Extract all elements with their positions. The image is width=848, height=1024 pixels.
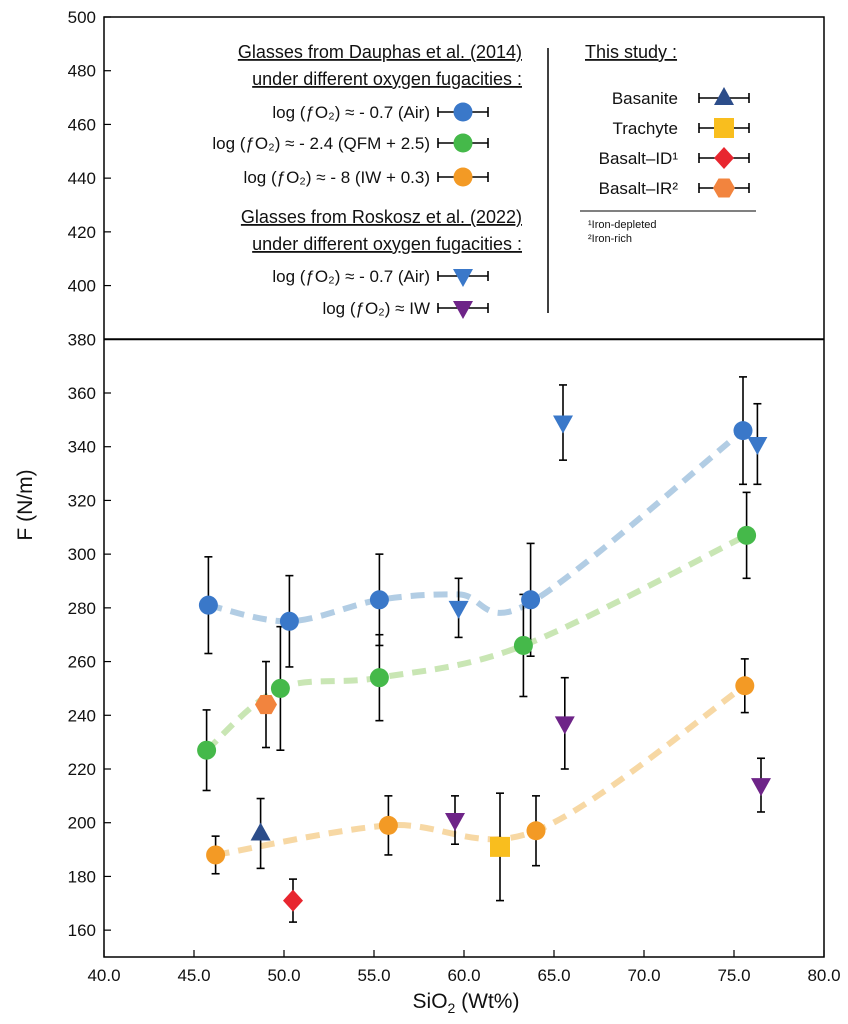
data-point-series-8	[255, 695, 277, 715]
legend-this-study-title: This study :	[585, 42, 677, 62]
data-point-series-1	[270, 678, 290, 698]
y-tick-label: 460	[68, 115, 96, 134]
y-tick-label: 360	[68, 384, 96, 403]
y-tick-label: 500	[68, 8, 96, 27]
legend-marker-series-7	[714, 147, 734, 169]
x-tick-label: 50.0	[267, 966, 300, 985]
data-point-series-0	[733, 421, 753, 441]
data-point-series-1	[369, 668, 389, 688]
data-point-series-2	[526, 821, 546, 841]
legend-series-1-label: log (ƒO₂) ≈ - 2.4 (QFM + 2.5)	[212, 134, 430, 153]
data-point-series-3	[553, 415, 573, 434]
y-tick-label: 340	[68, 438, 96, 457]
legend-series-3-label: log (ƒO₂) ≈ - 0.7 (Air)	[272, 267, 430, 286]
legend-roskosz-title-1: Glasses from Roskosz et al. (2022)	[241, 207, 522, 227]
x-tick-label: 40.0	[87, 966, 120, 985]
legend-marker-series-5	[714, 87, 734, 105]
legend-markers	[437, 87, 750, 319]
data-point-series-1	[197, 740, 217, 760]
y-tick-label: 400	[68, 277, 96, 296]
legend-series-0-label: log (ƒO₂) ≈ - 0.7 (Air)	[272, 103, 430, 122]
data-point-series-0	[279, 611, 299, 631]
data-point-series-7	[283, 889, 303, 912]
data-point-series-6	[490, 836, 510, 857]
x-axis-label: SiO2 (Wt%)	[413, 990, 520, 1016]
legend-series-5-label: Basanite	[612, 89, 678, 108]
legend-marker-series-6	[714, 118, 734, 138]
axis-ticks: 40.0 45.0 50.0 55.0 60.0 65.0 70.0 75.0 80.0 160 1…	[68, 8, 841, 985]
y-tick-label: 380	[68, 330, 96, 349]
y-tick-label: 480	[68, 62, 96, 81]
legend-footnote-2: ²Iron-rich	[588, 233, 632, 245]
legend: Glasses from Dauphas et al. (2014) under…	[212, 42, 756, 318]
legend-series-2-label: log (ƒO₂) ≈ - 8 (IW + 0.3)	[244, 168, 430, 187]
x-tick-label: 60.0	[447, 966, 480, 985]
data-point-series-4	[445, 813, 465, 832]
data-point-series-0	[198, 595, 218, 615]
data-point-series-0	[369, 590, 389, 610]
data-point-series-3	[747, 437, 768, 456]
legend-marker-series-0	[453, 102, 473, 122]
legend-marker-series-2	[453, 167, 473, 187]
y-tick-label: 320	[68, 491, 96, 510]
legend-series-7-label: Basalt–ID¹	[599, 149, 679, 168]
data-point-series-0	[521, 590, 541, 610]
y-tick-label: 200	[68, 814, 96, 833]
data-point-series-1	[737, 525, 757, 545]
x-tick-label: 65.0	[537, 966, 570, 985]
y-tick-label: 220	[68, 760, 96, 779]
data-point-series-5	[250, 822, 271, 841]
legend-marker-series-3	[453, 269, 473, 287]
data-point-series-2	[206, 845, 226, 865]
data-point-series-2	[378, 815, 398, 835]
y-tick-label: 440	[68, 169, 96, 188]
y-tick-label: 260	[68, 653, 96, 672]
legend-series-8-label: Basalt–IR²	[599, 179, 679, 198]
legend-marker-series-4	[453, 301, 473, 319]
trend-lines	[204, 428, 748, 858]
legend-series-4-label: log (ƒO₂) ≈ IW	[322, 299, 430, 318]
data-point-series-4	[751, 778, 771, 797]
legend-marker-series-1	[453, 133, 473, 153]
data-point-series-2	[735, 676, 755, 696]
y-tick-label: 240	[68, 706, 96, 725]
legend-dauphas-title-1: Glasses from Dauphas et al. (2014)	[238, 42, 522, 62]
legend-dauphas-title-2: under different oxygen fugacities :	[252, 69, 522, 89]
y-tick-label: 420	[68, 223, 96, 242]
data-point-series-1	[513, 635, 533, 655]
y-axis-label: F (N/m)	[14, 469, 37, 540]
x-tick-label: 80.0	[807, 966, 840, 985]
data-point-series-4	[554, 716, 575, 735]
legend-series-6-label: Trachyte	[612, 119, 678, 138]
data-markers	[197, 415, 771, 912]
x-tick-label: 75.0	[717, 966, 750, 985]
trend-line	[215, 683, 747, 858]
legend-marker-series-8	[713, 178, 735, 198]
y-tick-label: 180	[68, 867, 96, 886]
trend-line	[207, 428, 745, 625]
y-tick-label: 300	[68, 545, 96, 564]
y-tick-label: 160	[68, 921, 96, 940]
legend-roskosz-title-2: under different oxygen fugacities :	[252, 234, 522, 254]
trend-line	[204, 532, 748, 753]
x-tick-label: 70.0	[627, 966, 660, 985]
x-tick-label: 55.0	[357, 966, 390, 985]
y-tick-label: 280	[68, 599, 96, 618]
legend-footnote-1: ¹Iron-depleted	[588, 219, 657, 231]
x-tick-label: 45.0	[177, 966, 210, 985]
data-point-series-3	[448, 600, 469, 619]
